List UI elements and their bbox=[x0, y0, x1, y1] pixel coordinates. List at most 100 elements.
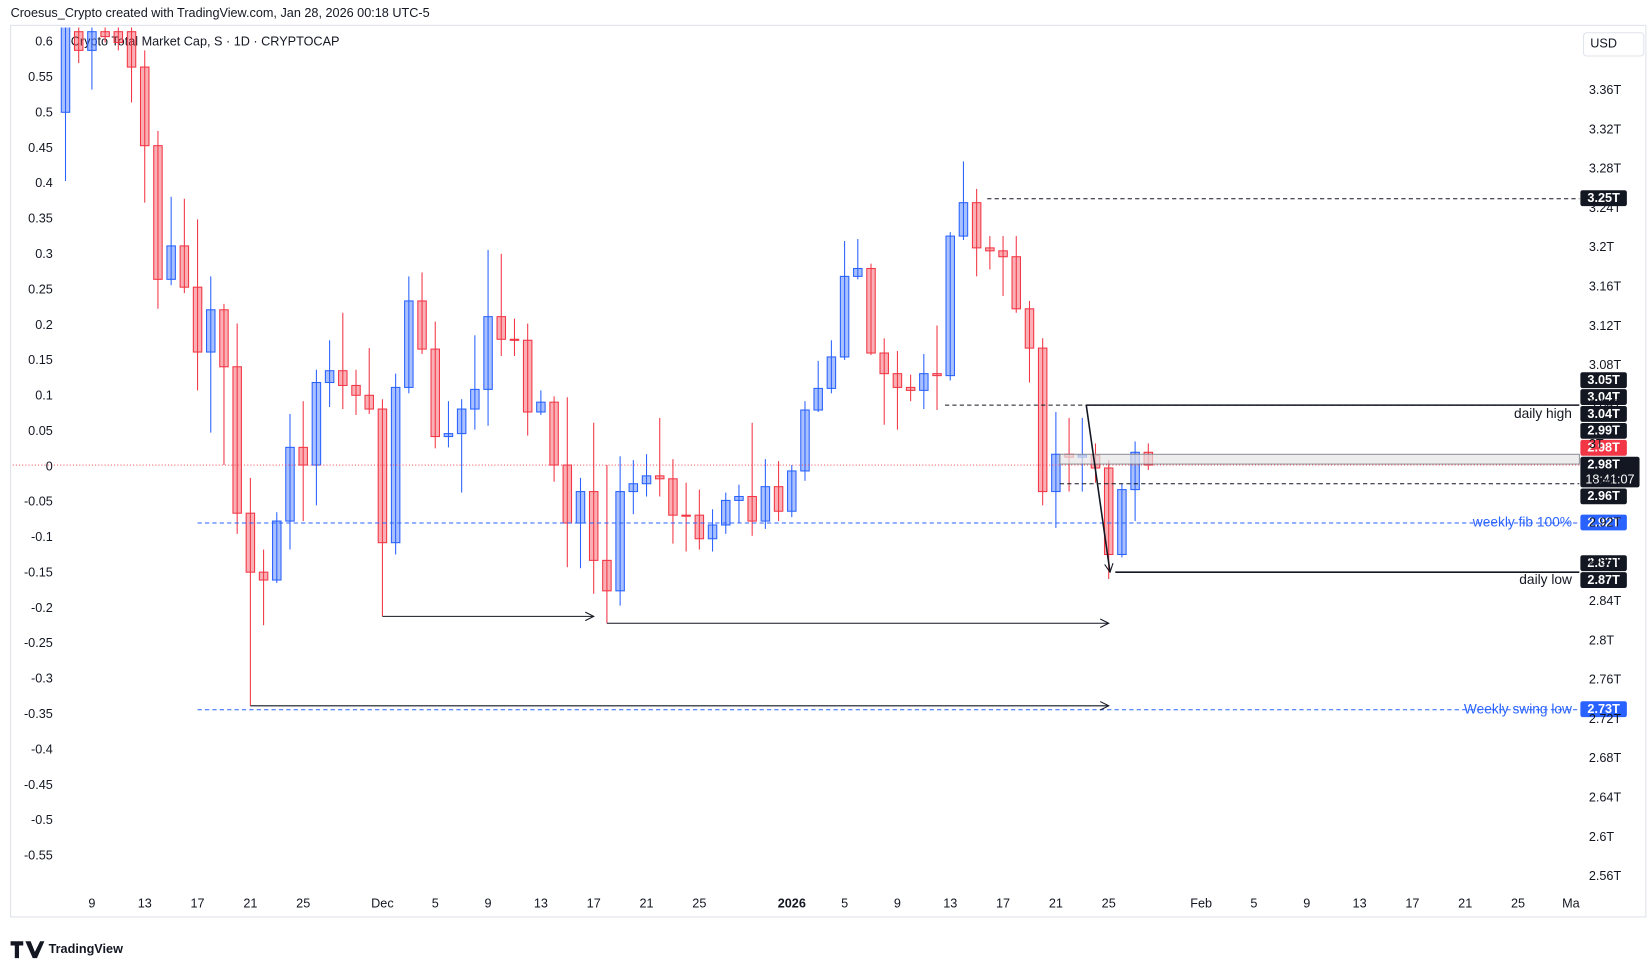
price-label: 3.25T bbox=[1587, 191, 1620, 205]
candle-body bbox=[272, 520, 282, 581]
credit: Croesus_Crypto created with TradingView.… bbox=[11, 6, 430, 20]
candle-body bbox=[470, 388, 480, 410]
candle-body bbox=[311, 381, 322, 466]
price-label-box bbox=[1580, 572, 1627, 589]
y2-tick-label: 0.35 bbox=[28, 212, 53, 226]
candle-body bbox=[338, 370, 348, 386]
x-tick-label: 21 bbox=[1458, 897, 1472, 911]
candle-body bbox=[232, 366, 242, 514]
y2-tick-label: -0.5 bbox=[31, 813, 53, 827]
x-tick-label: 17 bbox=[191, 897, 205, 911]
logo: TradingView bbox=[10, 941, 123, 959]
x-tick-label: 21 bbox=[639, 897, 653, 911]
x-tick-label: 13 bbox=[943, 897, 957, 911]
y2-tick-label: -0.3 bbox=[31, 672, 53, 686]
x-tick-label: 9 bbox=[88, 897, 95, 911]
candle-body bbox=[747, 495, 757, 522]
price-label: 2.99T bbox=[1587, 424, 1620, 438]
x-tick-label: 13 bbox=[534, 897, 548, 911]
candle-body bbox=[760, 486, 771, 522]
y2-tick-label: -0.2 bbox=[31, 601, 53, 615]
price-label: 2.87T bbox=[1587, 573, 1620, 587]
price-label-box bbox=[1580, 488, 1627, 505]
frame bbox=[10, 24, 1647, 918]
candle-body bbox=[562, 464, 573, 524]
countdown: 18:41:07 bbox=[1585, 472, 1634, 486]
price-label: 2.96T bbox=[1587, 489, 1620, 503]
x-tick-label: 5 bbox=[432, 897, 439, 911]
candle-body bbox=[219, 309, 229, 368]
candle-body bbox=[602, 559, 612, 592]
y-tick-label: 3.04T bbox=[1589, 397, 1622, 411]
candle-body bbox=[298, 446, 308, 466]
candle-body bbox=[668, 478, 678, 516]
candle-body bbox=[496, 316, 507, 340]
y2-tick-label: -0.05 bbox=[24, 495, 53, 509]
x-tick-label: Ma bbox=[1562, 897, 1581, 911]
candle-body bbox=[324, 370, 335, 384]
price-label-box bbox=[1580, 389, 1627, 405]
candle-body bbox=[522, 339, 533, 413]
candle-body bbox=[430, 348, 440, 438]
y-tick-label: 2.96T bbox=[1589, 476, 1622, 490]
candle-body bbox=[826, 356, 837, 389]
x-tick-label: 21 bbox=[1049, 897, 1063, 911]
candle-body bbox=[364, 394, 374, 410]
y-tick-label: 3.24T bbox=[1589, 201, 1622, 215]
candle-body bbox=[879, 352, 889, 375]
candle-body bbox=[456, 408, 467, 435]
candle-body bbox=[681, 514, 691, 517]
logo-icon bbox=[10, 941, 45, 959]
candle-body bbox=[404, 300, 414, 388]
y-tick-label: 2.6T bbox=[1589, 830, 1615, 844]
y2-tick-label: 0.5 bbox=[35, 105, 53, 119]
price-label-box bbox=[1580, 456, 1640, 488]
candle-body bbox=[773, 486, 784, 512]
y2-tick-label: 0.45 bbox=[28, 141, 53, 155]
candle-body bbox=[113, 31, 124, 44]
y-tick-label: 3.12T bbox=[1589, 319, 1622, 333]
candle-body bbox=[153, 145, 163, 280]
candle-body bbox=[654, 475, 665, 480]
candle-body bbox=[1051, 453, 1061, 493]
candle-body bbox=[166, 245, 176, 280]
y2-tick-label: -0.15 bbox=[24, 565, 53, 579]
y-tick-label: 3T bbox=[1589, 437, 1604, 451]
y2-tick-label: 0.15 bbox=[28, 353, 53, 367]
x-tick-label: 21 bbox=[243, 897, 257, 911]
candle-body bbox=[985, 247, 995, 252]
x-tick-label: 5 bbox=[1250, 897, 1257, 911]
level-note: weekly fib 100% bbox=[1472, 515, 1572, 530]
logo-text: TradingView bbox=[49, 942, 123, 956]
candle-body bbox=[615, 491, 625, 592]
x-tick-label: Feb bbox=[1190, 897, 1212, 911]
candle-body bbox=[694, 514, 705, 540]
currency[interactable]: USD bbox=[1590, 37, 1617, 51]
candle-body bbox=[206, 309, 216, 353]
price-label: 2.87T bbox=[1587, 556, 1620, 570]
price-label: 2.73T bbox=[1587, 702, 1620, 716]
price-label: 2.92T bbox=[1587, 515, 1620, 529]
price-label: 3.05T bbox=[1587, 373, 1620, 387]
candle-body bbox=[87, 31, 97, 51]
price-label: 3.04T bbox=[1587, 390, 1620, 404]
candle-body bbox=[575, 491, 586, 524]
x-tick-label: 25 bbox=[1102, 897, 1116, 911]
x-tick-label: 17 bbox=[587, 897, 601, 911]
currency-button[interactable] bbox=[1583, 32, 1645, 57]
y2-tick-label: 0.6 bbox=[35, 35, 53, 49]
level-note: daily low bbox=[1519, 572, 1572, 587]
y2-tick-label: 0.05 bbox=[28, 424, 53, 438]
candle-body bbox=[588, 491, 599, 561]
candle-body bbox=[932, 373, 942, 377]
price-label-box bbox=[1580, 701, 1627, 718]
candle-body bbox=[192, 286, 203, 353]
candle-body bbox=[390, 386, 401, 544]
candles bbox=[60, 27, 1154, 706]
candle-body bbox=[377, 408, 388, 544]
y2-tick-label: 0.25 bbox=[28, 282, 53, 296]
x-tick-label: Dec bbox=[371, 897, 394, 911]
candle-body bbox=[245, 512, 256, 573]
y-tick-label: 3.16T bbox=[1589, 280, 1622, 294]
price-label-box bbox=[1580, 190, 1627, 207]
